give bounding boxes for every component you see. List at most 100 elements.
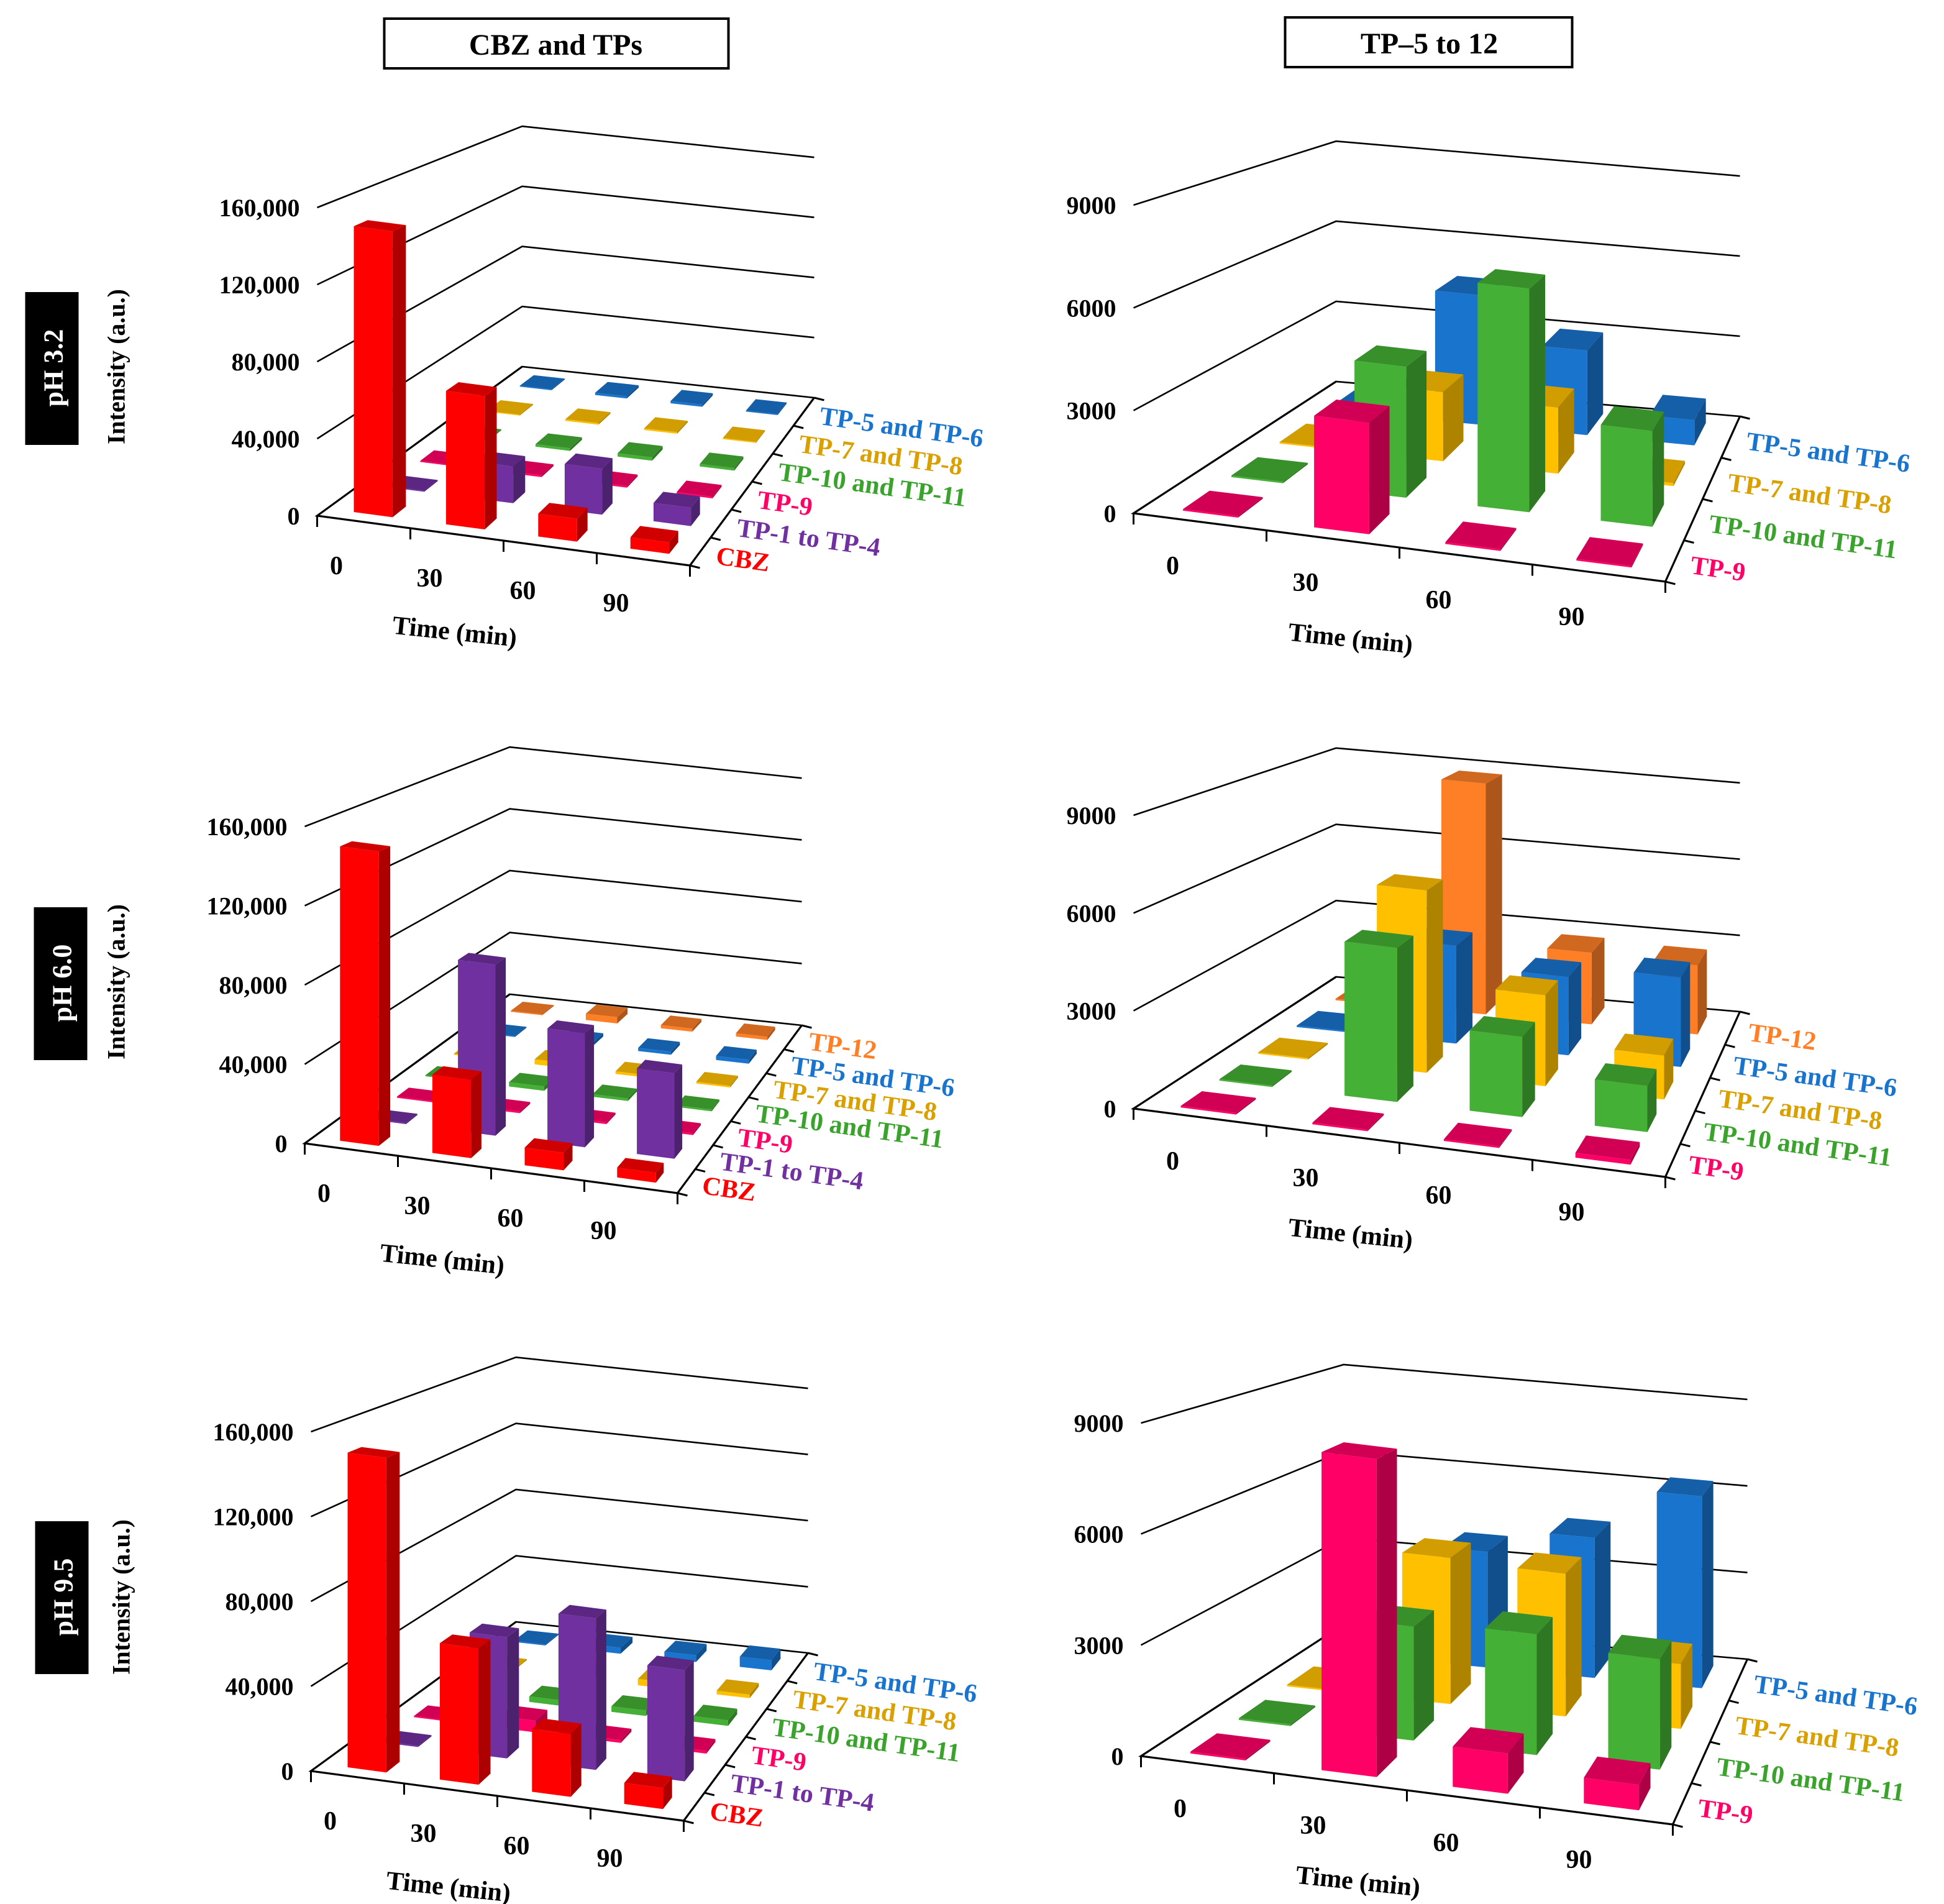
bar-top bbox=[1469, 1016, 1535, 1037]
bar-front bbox=[340, 846, 379, 1146]
bar-tp-12-t30 bbox=[585, 1004, 628, 1023]
depth-tick bbox=[1672, 1823, 1683, 1828]
bar-side bbox=[1413, 1610, 1435, 1741]
bar-top bbox=[593, 1084, 637, 1099]
bar-side bbox=[471, 1071, 481, 1158]
bar-tp-5-and-tp-6-t90 bbox=[1656, 1477, 1714, 1688]
bar-front bbox=[647, 1665, 685, 1782]
bar-side bbox=[617, 1007, 628, 1023]
bar-side bbox=[1647, 1069, 1657, 1132]
series-label: TP-10 and TP-11 bbox=[1707, 510, 1899, 565]
bar-side bbox=[627, 474, 638, 488]
y-tick-label: 0 bbox=[288, 502, 300, 530]
bar-top bbox=[1441, 771, 1502, 784]
bar-front bbox=[593, 1094, 628, 1101]
bar-tp-10-and-tp-11-t90 bbox=[693, 1705, 737, 1726]
bar-side bbox=[545, 1634, 559, 1645]
bar-front bbox=[1314, 416, 1369, 534]
bar-side bbox=[570, 1723, 582, 1797]
depth-tick bbox=[746, 1736, 756, 1741]
bar-top bbox=[1231, 457, 1308, 482]
bar-side bbox=[1591, 938, 1605, 1025]
bar-top bbox=[1445, 521, 1517, 549]
bar-top bbox=[354, 220, 406, 232]
bar-top bbox=[693, 1705, 737, 1721]
x-tick-label: 60 bbox=[1426, 1181, 1452, 1210]
x-tick-label: 90 bbox=[597, 1844, 623, 1873]
bar-top bbox=[630, 526, 678, 542]
bar-top bbox=[486, 400, 533, 415]
x-tick-label: 30 bbox=[1293, 1164, 1319, 1192]
depth-tick bbox=[787, 1680, 798, 1685]
bar-cbz-t0 bbox=[340, 841, 391, 1146]
bar-tp-5-and-tp-6-t60 bbox=[670, 390, 713, 407]
bar-side bbox=[551, 378, 565, 390]
y-tick-label: 80,000 bbox=[232, 348, 300, 376]
y-tick-label: 0 bbox=[1111, 1742, 1124, 1770]
y-tick-label: 40,000 bbox=[226, 1673, 294, 1701]
bar-side bbox=[728, 1708, 737, 1726]
bar-side bbox=[570, 437, 582, 451]
bar-top bbox=[739, 1645, 781, 1660]
bar-side bbox=[1529, 275, 1546, 513]
bar-front bbox=[716, 1690, 750, 1698]
x-axis-title: Time (min) bbox=[1294, 1861, 1421, 1903]
bar-top bbox=[664, 1641, 707, 1655]
bar-tp-7-and-tp-8-t0 bbox=[1257, 1037, 1328, 1060]
depth-tick bbox=[801, 1024, 812, 1029]
bar-side bbox=[1594, 1521, 1611, 1678]
series-label: CBZ bbox=[708, 1797, 765, 1833]
bar-tp-5-and-tp-6-t60 bbox=[664, 1641, 707, 1662]
column-title-text: CBZ and TPs bbox=[469, 29, 642, 62]
bar-side bbox=[712, 485, 722, 498]
bar-front bbox=[644, 428, 677, 434]
bar-side bbox=[1702, 1481, 1714, 1688]
bar-side bbox=[564, 1143, 573, 1171]
bar-side bbox=[1631, 543, 1643, 568]
bar-side bbox=[1545, 980, 1558, 1086]
bar-front bbox=[1344, 941, 1397, 1102]
bar-front bbox=[1180, 1105, 1236, 1115]
bar-side bbox=[1450, 1542, 1471, 1705]
bar-front bbox=[538, 513, 577, 542]
bar-side bbox=[621, 1729, 632, 1743]
bar-tp-9-t60 bbox=[1453, 1727, 1524, 1794]
bar-front bbox=[347, 1452, 386, 1773]
bar-front bbox=[618, 453, 652, 461]
bar-tp-5-and-tp-6-t90 bbox=[746, 399, 787, 415]
x-axis-title: Time (min) bbox=[1287, 1214, 1414, 1255]
bar-tp-9-t60 bbox=[1443, 1122, 1512, 1148]
bar-side bbox=[730, 1076, 738, 1087]
gridline bbox=[1133, 140, 1740, 206]
x-tick-label: 0 bbox=[317, 1179, 331, 1208]
bar-tp-10-and-tp-11-t60 bbox=[593, 1084, 637, 1101]
bar-front bbox=[1600, 424, 1653, 527]
x-tick-label: 90 bbox=[591, 1217, 617, 1245]
bar-side bbox=[519, 404, 533, 416]
bar-side bbox=[507, 1628, 519, 1759]
x-tick-label: 0 bbox=[1166, 552, 1179, 580]
bar-tp-10-and-tp-11-t60 bbox=[1477, 269, 1546, 513]
bar-tp-10-and-tp-11-t0 bbox=[1238, 1700, 1315, 1726]
bar-side bbox=[542, 1005, 554, 1015]
series-label: TP-9 bbox=[1687, 1151, 1745, 1187]
bar-top bbox=[1485, 1611, 1553, 1634]
bar-front bbox=[739, 1657, 772, 1670]
gridline bbox=[1133, 747, 1740, 817]
x-tick-label: 30 bbox=[1293, 569, 1319, 597]
bar-front bbox=[1231, 475, 1284, 483]
bar-front bbox=[1445, 542, 1500, 551]
bar-side bbox=[1369, 406, 1390, 534]
row-label-ph32: pH 3.2 bbox=[25, 292, 79, 445]
bar-top bbox=[1321, 1442, 1397, 1459]
bar-side bbox=[1499, 1129, 1512, 1148]
bar-front bbox=[564, 464, 603, 515]
depth-tick bbox=[1710, 1076, 1720, 1081]
bar-side bbox=[767, 1027, 775, 1040]
bar-side bbox=[1652, 411, 1664, 527]
bar-side bbox=[1456, 932, 1473, 1044]
bar-side bbox=[485, 387, 497, 529]
depth-tick bbox=[765, 1072, 777, 1077]
bar-front bbox=[736, 1033, 768, 1040]
